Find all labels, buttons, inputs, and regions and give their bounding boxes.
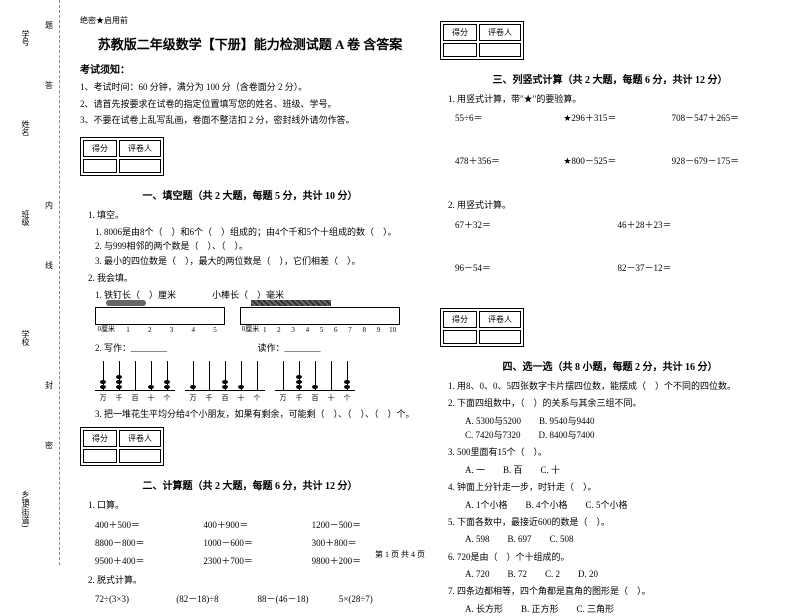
secret-label: 绝密★启用前: [80, 15, 420, 26]
stick-icon: [251, 300, 331, 306]
abacus-row: 万千百十个 万千百十个: [95, 361, 420, 403]
abacus-2: 万千百十个: [185, 361, 265, 403]
abacus-1: 万千百十个: [95, 361, 175, 403]
calc-item: 928－679－175＝: [672, 152, 780, 170]
calc1-stem: 1. 口算。: [88, 498, 420, 512]
section-1-title: 一、填空题（共 2 大题，每题 5 分，共计 10 分）: [80, 187, 420, 202]
marker-cell: 评卷人: [479, 311, 521, 328]
calc-item: 96－54＝: [455, 259, 618, 277]
calc-item: 708－547＋265＝: [672, 109, 780, 127]
notice: 2、请首先按要求在试卷的指定位置填写您的姓名、班级、学号。: [80, 98, 420, 112]
vert1-stem: 1. 用竖式计算，带"★"的要验算。: [448, 92, 780, 106]
choice-opts: A. 长方形 B. 正方形 C. 三角形: [465, 602, 780, 616]
abacus-3: 万千百十个: [275, 361, 355, 403]
score-cell: 得分: [83, 430, 117, 447]
choice-stem: 5. 下面各数中，最接近600的数是（ ）。: [448, 515, 780, 529]
calc2-stem: 2. 脱式计算。: [88, 573, 420, 587]
calc-item: 46＋28＋23＝: [618, 216, 781, 234]
left-column: 绝密★启用前 苏教版二年级数学【下册】能力检测试题 A 卷 含答案 考试须知： …: [70, 15, 430, 560]
score-box: 得分评卷人: [440, 21, 524, 60]
calc-item: 88－(46－18): [258, 590, 339, 608]
nail-icon: [106, 300, 146, 306]
ruler-row: 0厘米 1 2 3 4 5 0厘米 1 2 3 4: [95, 307, 420, 325]
q2c: 3. 把一堆花生平均分给4个小朋友，如果有剩余，可能剩（ ）、（ ）、（ ）个。: [95, 407, 420, 421]
section-4-title: 四、选一选（共 8 小题，每题 2 分，共计 16 分）: [440, 358, 780, 373]
q1a: 1. 8006是由8个（ ）和6个（ ）组成的；由4个千和5个十组成的数（ ）。: [95, 225, 420, 239]
section-3-title: 三、列竖式计算（共 2 大题，每题 6 分，共计 12 分）: [440, 71, 780, 86]
margin-label: 学号: [20, 30, 31, 46]
calc-item: 400＋900＝: [203, 516, 311, 534]
score-box: 得分评卷人: [440, 308, 524, 347]
calc-item: 5×(28÷7): [339, 590, 420, 608]
margin-label: 姓名: [20, 120, 31, 136]
seal-char: 答: [45, 80, 53, 91]
section-2-title: 二、计算题（共 2 大题，每题 6 分，共计 12 分）: [80, 477, 420, 492]
calc-item: 67＋32＝: [455, 216, 618, 234]
exam-title: 苏教版二年级数学【下册】能力检测试题 A 卷 含答案: [80, 34, 420, 53]
notice: 1、考试时间：60 分钟，满分为 100 分（含卷面分 2 分）。: [80, 81, 420, 95]
choice-opts: A. 一 B. 百 C. 十: [465, 463, 780, 477]
notice-title: 考试须知：: [80, 61, 420, 76]
calc-item: 1200－500＝: [312, 516, 420, 534]
calc-item: 82－37－12＝: [618, 259, 781, 277]
margin-label: 学校: [20, 330, 31, 346]
choice-stem: 1. 用8、0、0、5四张数字卡片摆四位数，能摆成（ ）个不同的四位数。: [448, 379, 780, 393]
score-cell: 得分: [443, 311, 477, 328]
calc-item: 400＋500＝: [95, 516, 203, 534]
q1-stem: 1. 填空。: [88, 208, 420, 222]
ruler-2: 0厘米 1 2 3 4 5 6 7 8 9 10: [240, 307, 400, 325]
seal-char: 内: [45, 200, 53, 211]
q1c: 3. 最小的四位数是（ ），最大的两位数是（ ），它们相差（ ）。: [95, 254, 420, 268]
calc-item: (82－18)÷8: [176, 590, 257, 608]
marker-cell: 评卷人: [479, 24, 521, 41]
write-as: 2. 写作：________: [95, 339, 258, 357]
calc-item: ★800－525＝: [563, 152, 671, 170]
ruler-1: 0厘米 1 2 3 4 5: [95, 307, 225, 325]
read-as: 读作：________: [258, 339, 421, 357]
q2-stem: 2. 我会填。: [88, 271, 420, 285]
notice: 3、不要在试卷上乱写乱画，卷面不整洁扣 2 分，密封线外请勿作答。: [80, 114, 420, 128]
vert2-stem: 2. 用竖式计算。: [448, 198, 780, 212]
margin-label: 乡镇(街道): [20, 490, 31, 527]
choice-opts: A. 720 B. 72 C. 2 D. 20: [465, 567, 780, 581]
choice-stem: 7. 四条边都相等，四个角都是直角的图形是（ ）。: [448, 584, 780, 598]
calc-item: 72÷(3×3): [95, 590, 176, 608]
score-box: 得分评卷人: [80, 427, 164, 466]
content-area: 绝密★启用前 苏教版二年级数学【下册】能力检测试题 A 卷 含答案 考试须知： …: [60, 0, 800, 565]
calc-item: 478＋356＝: [455, 152, 563, 170]
score-cell: 得分: [443, 24, 477, 41]
right-column: 得分评卷人 三、列竖式计算（共 2 大题，每题 6 分，共计 12 分） 1. …: [430, 15, 790, 560]
calc-item: ★296＋315＝: [563, 109, 671, 127]
seal-char: 封: [45, 380, 53, 391]
seal-char: 线: [45, 260, 53, 271]
seal-char: 密: [45, 440, 53, 451]
choice-opts: A. 598 B. 697 C. 508: [465, 532, 780, 546]
choice-opts: A. 1个小格 B. 4个小格 C. 5个小格: [465, 498, 780, 512]
choice-stem: 2. 下面四组数中，（ ）的关系与其余三组不同。: [448, 396, 780, 410]
choice-stem: 3. 500里面有15个（ ）。: [448, 445, 780, 459]
margin-label: 班级: [20, 210, 31, 226]
exam-page: 学号 姓名 班级 学校 乡镇(街道) 题 答 内 线 封 密 绝密★启用前 苏教…: [0, 0, 800, 565]
choice-stem: 4. 钟面上分针走一步，时针走（ ）。: [448, 480, 780, 494]
page-footer: 第 1 页 共 4 页: [0, 549, 800, 560]
q1b: 2. 与999相邻的两个数是（ ）、（ ）。: [95, 239, 420, 253]
binding-margin: 学号 姓名 班级 学校 乡镇(街道) 题 答 内 线 封 密: [0, 0, 60, 565]
marker-cell: 评卷人: [119, 430, 161, 447]
q2b-row: 2. 写作：________ 读作：________: [95, 339, 420, 357]
score-cell: 得分: [83, 140, 117, 157]
seal-char: 题: [45, 20, 53, 31]
calc-item: 55÷6＝: [455, 109, 563, 127]
marker-cell: 评卷人: [119, 140, 161, 157]
score-box: 得分评卷人: [80, 137, 164, 176]
choice-opts: A. 5300与5200 B. 9540与9440 C. 7420与7320 D…: [465, 414, 780, 443]
